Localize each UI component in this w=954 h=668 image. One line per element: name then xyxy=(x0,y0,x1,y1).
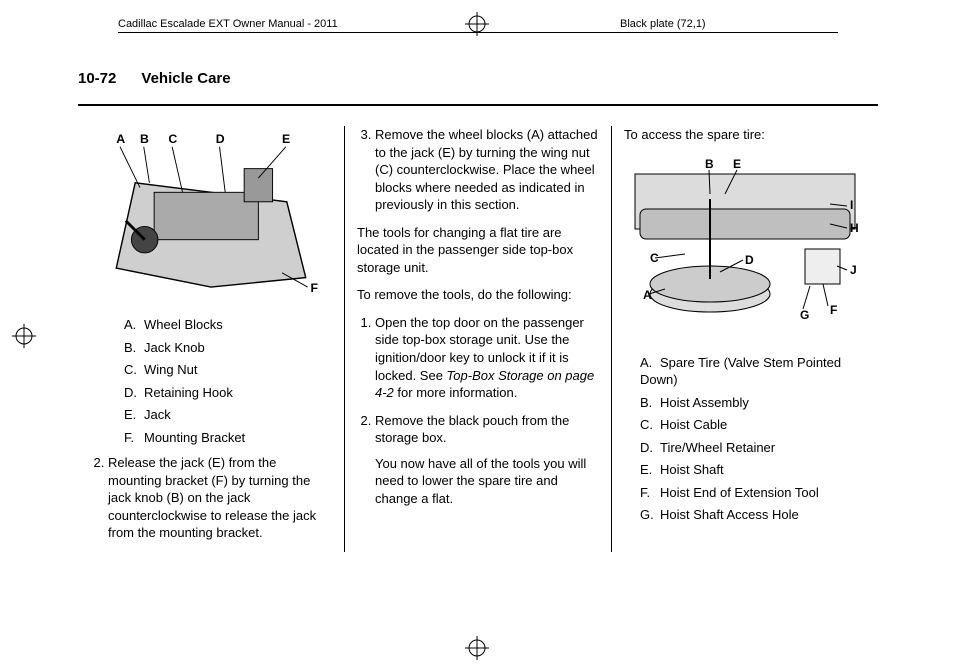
legend-item: A.Wheel Blocks xyxy=(124,316,332,334)
svg-text:A: A xyxy=(116,132,125,146)
svg-text:D: D xyxy=(745,253,754,267)
legend-item: E.Jack xyxy=(124,406,332,424)
page-content: 10-72 Vehicle Care A B xyxy=(78,70,878,93)
figure-jack: A B C D E F xyxy=(90,126,332,306)
figure-jack-legend: A.Wheel Blocks B.Jack Knob C.Wing Nut D.… xyxy=(124,316,332,446)
steps-sublist: Open the top door on the passenger side … xyxy=(375,314,599,507)
svg-text:F: F xyxy=(830,303,837,317)
column-1: A B C D E F A.Wheel Blocks B.Jack Knob C… xyxy=(78,126,344,552)
section-rule xyxy=(78,104,878,106)
svg-text:B: B xyxy=(140,132,149,146)
steps-list-cont: Remove the wheel blocks (A) attached to … xyxy=(375,126,599,214)
manual-title: Cadillac Escalade EXT Owner Manual - 201… xyxy=(118,18,338,30)
step-1: Open the top door on the passenger side … xyxy=(375,314,599,402)
svg-text:F: F xyxy=(310,281,318,295)
paragraph: To access the spare tire: xyxy=(624,126,866,144)
registration-mark-left xyxy=(12,324,36,348)
legend-item: A.Spare Tire (Valve Stem Pointed Down) xyxy=(640,354,866,389)
svg-text:H: H xyxy=(850,221,859,235)
section-header: 10-72 Vehicle Care xyxy=(78,70,878,93)
legend-item: B.Jack Knob xyxy=(124,339,332,357)
step-2: Release the jack (E) from the mounting b… xyxy=(108,454,332,542)
svg-text:I: I xyxy=(850,198,853,212)
column-3: To access the spare tire: B E I H xyxy=(611,126,878,552)
legend-item: G.Hoist Shaft Access Hole xyxy=(640,506,866,524)
section-title: Vehicle Care xyxy=(141,70,230,87)
section-number: 10-72 xyxy=(78,70,116,87)
column-2: Remove the wheel blocks (A) attached to … xyxy=(344,126,611,552)
legend-item: D.Tire/Wheel Retainer xyxy=(640,439,866,457)
plate-label: Black plate (72,1) xyxy=(620,18,706,30)
legend-item: B.Hoist Assembly xyxy=(640,394,866,412)
legend-item: F.Hoist End of Extension Tool xyxy=(640,484,866,502)
header-rule xyxy=(118,32,838,33)
legend-item: C.Hoist Cable xyxy=(640,416,866,434)
svg-text:A: A xyxy=(643,288,652,302)
legend-item: E.Hoist Shaft xyxy=(640,461,866,479)
svg-text:B: B xyxy=(705,157,714,171)
step-note: You now have all of the tools you will n… xyxy=(375,455,599,508)
step-2b: Remove the black pouch from the storage … xyxy=(375,412,599,508)
step-3: Remove the wheel blocks (A) attached to … xyxy=(375,126,599,214)
svg-text:D: D xyxy=(216,132,225,146)
print-header: Cadillac Escalade EXT Owner Manual - 201… xyxy=(0,18,954,40)
column-layout: A B C D E F A.Wheel Blocks B.Jack Knob C… xyxy=(78,126,878,552)
svg-text:J: J xyxy=(850,263,857,277)
figure-spare-legend: A.Spare Tire (Valve Stem Pointed Down) B… xyxy=(640,354,866,524)
svg-text:C: C xyxy=(168,132,177,146)
paragraph: The tools for changing a flat tire are l… xyxy=(357,224,599,277)
legend-item: D.Retaining Hook xyxy=(124,384,332,402)
svg-text:G: G xyxy=(800,308,809,322)
paragraph: To remove the tools, do the following: xyxy=(357,286,599,304)
steps-list: Release the jack (E) from the mounting b… xyxy=(108,454,332,542)
legend-item: C.Wing Nut xyxy=(124,361,332,379)
legend-item: F.Mounting Bracket xyxy=(124,429,332,447)
registration-mark-bottom xyxy=(465,636,489,660)
svg-text:E: E xyxy=(733,157,741,171)
svg-text:E: E xyxy=(282,132,290,146)
figure-spare-tire: B E I H J F G D C A xyxy=(624,154,866,344)
